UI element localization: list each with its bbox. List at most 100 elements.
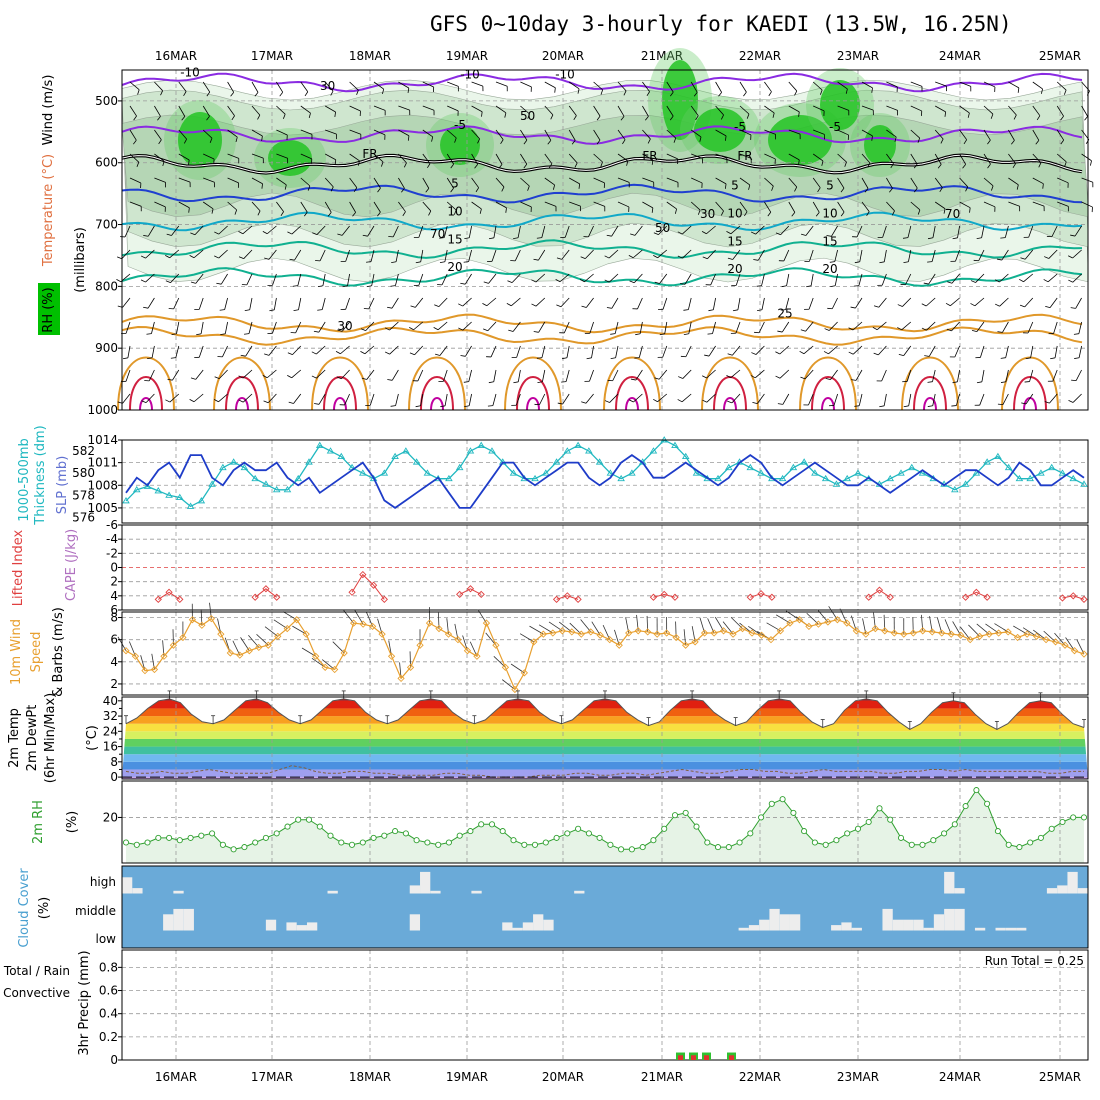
wind-barb-shaft: [706, 225, 716, 235]
wind-barb-shaft: [349, 81, 359, 91]
wind-barb-shaft: [147, 297, 155, 309]
wind-barb-shaft: [273, 297, 277, 310]
wind-barb-flag: [536, 237, 542, 239]
wind-barb-flag: [756, 285, 762, 287]
wind-barb-shaft: [730, 225, 741, 235]
rh2m-point: [1059, 818, 1066, 826]
wind-barb-flag: [527, 185, 530, 191]
wind-barb-shaft: [735, 273, 741, 286]
wind-barb-flag: [141, 400, 147, 404]
wind-barb-flag: [826, 235, 832, 237]
wind-barb-flag: [674, 208, 677, 214]
warm-lobe-inner: [1013, 376, 1047, 411]
wind-barb-flag: [475, 187, 480, 193]
ylabel-temperature: Temperature (°C): [41, 154, 56, 267]
cloud-middle-bar: [306, 922, 318, 931]
rh2m-point: [467, 828, 474, 835]
wind-barb-flag: [1019, 278, 1024, 283]
wind-barb-shaft: [639, 321, 643, 334]
wind-barb-shaft: [691, 153, 703, 159]
rh2m-tick-label: 20: [103, 810, 118, 824]
wind-speed-point: [169, 641, 178, 649]
wind-barb-flag: [891, 210, 895, 216]
wind-barb-flag: [312, 232, 318, 236]
wind-barb-shaft: [684, 273, 692, 285]
surface-wind-barb: [264, 626, 279, 637]
lifted-index-point: [1069, 592, 1077, 600]
wind-barb-flag: [362, 234, 368, 237]
thickness-point: [574, 441, 582, 448]
wind-speed-point: [729, 630, 737, 638]
wind-barb-shaft: [535, 273, 546, 283]
wind-barb-shaft: [373, 177, 381, 189]
wind-barb-shaft: [172, 369, 180, 381]
wind-barb-shaft: [170, 273, 180, 283]
wind-barb-flag: [651, 207, 654, 213]
wind-barb-flag: [970, 303, 976, 307]
wind-barb-shaft: [370, 249, 375, 262]
wind-barb-shaft: [1002, 321, 1009, 333]
wind-barb-flag: [927, 237, 934, 240]
wind-barb-shaft: [834, 273, 838, 286]
wind-barb-shaft: [171, 225, 180, 236]
wind-barb-shaft: [1051, 225, 1058, 237]
wind-barb-flag: [431, 136, 434, 142]
wind-barb-shaft: [706, 393, 716, 403]
wind-barb-flag: [647, 138, 651, 144]
wind-barb-flag: [824, 328, 830, 331]
wind-barb-flag: [188, 159, 190, 165]
wind-barb-flag: [1013, 114, 1017, 120]
rh2m-point: [1037, 834, 1044, 841]
ylabel-minmax: (6hr Min/Max): [43, 693, 58, 783]
wind-barb-shaft: [544, 81, 556, 89]
thickness-point: [380, 469, 389, 476]
rh-contour-label: 70: [430, 227, 445, 241]
thickness-point: [951, 485, 959, 493]
rh2m-point: [209, 830, 216, 837]
wind-barb-shaft: [417, 369, 424, 382]
thickness-point: [219, 463, 227, 471]
cloud-middle-bar: [779, 914, 790, 931]
wind-barb-shaft: [447, 81, 459, 87]
wind-barb-flag: [610, 333, 616, 335]
wind-barb-flag: [645, 116, 649, 121]
wind-barb-shaft: [1008, 177, 1019, 186]
isotherm-label: 25: [777, 306, 792, 320]
wind-barb-shaft: [344, 393, 350, 406]
wind-barb-flag: [307, 185, 311, 191]
cloud-level-label: middle: [75, 904, 116, 918]
wind-barb-shaft: [371, 273, 375, 286]
warm-lobe-inner: [615, 376, 649, 411]
wind-barb-flag: [481, 111, 483, 117]
wind-barb-shaft: [398, 81, 409, 89]
wind-barb-flag: [1040, 88, 1043, 94]
thickness-point: [402, 447, 410, 454]
wind-barb-flag: [146, 333, 152, 335]
wind-barb-flag: [962, 164, 966, 169]
wind-barb-shaft: [707, 249, 716, 260]
wind-barb-shaft: [145, 249, 155, 259]
wind-barb-shaft: [439, 345, 448, 356]
thickness-point: [649, 447, 658, 454]
wind-barb-shaft: [391, 369, 399, 381]
wind-barb-flag: [844, 161, 847, 167]
wind-barb-shaft: [642, 105, 649, 117]
wind-barb-shaft: [813, 129, 825, 135]
wind-barb-shaft: [300, 105, 311, 114]
rh-high-patch: [820, 80, 860, 130]
wind-barb-flag: [1090, 160, 1092, 166]
cloud-high-bar: [574, 890, 585, 894]
top-date-label: 20MAR: [542, 49, 584, 63]
wind-barb-flag: [531, 279, 537, 283]
wind-barb-flag: [1012, 163, 1016, 169]
wind-barb-shaft: [251, 153, 264, 159]
rh2m-point: [1005, 841, 1012, 848]
thickness-point: [681, 452, 690, 460]
wind-barb-shaft: [538, 249, 546, 261]
surface-wind-barb: [343, 610, 354, 624]
wind-barb-shaft: [1023, 273, 1034, 283]
wind-barb-shaft: [788, 105, 800, 113]
wind-barb-flag: [620, 116, 625, 121]
